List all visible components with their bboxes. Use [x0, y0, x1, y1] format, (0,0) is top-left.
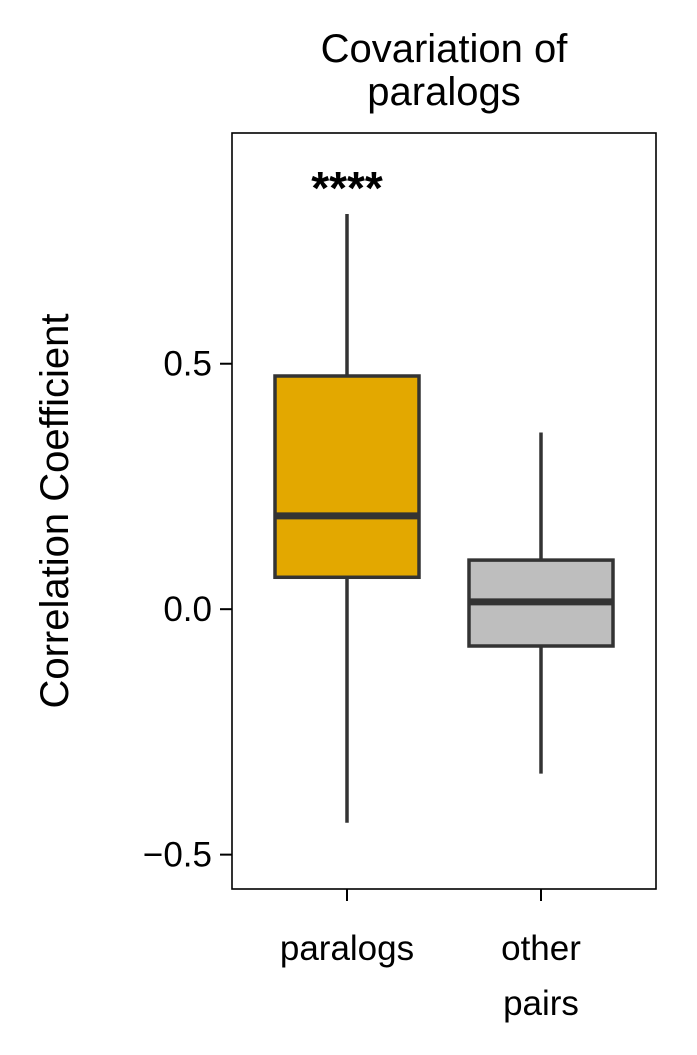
chart-title-line: paralogs — [367, 70, 520, 114]
x-category-label: other — [501, 929, 581, 968]
x-category-label: paralogs — [280, 929, 414, 968]
x-axis: paralogs other pairs — [280, 889, 581, 1023]
y-axis-label-text: Correlation Coefficient — [33, 313, 77, 708]
chart-title-line: Covariation of — [321, 27, 569, 71]
y-tick-label: 0.5 — [163, 345, 212, 384]
significance-marker: **** — [311, 162, 383, 214]
y-axis: −0.5 0.0 0.5 — [143, 345, 232, 875]
box-series — [273, 214, 615, 823]
x-category-label: pairs — [503, 984, 579, 1023]
box-iqr — [273, 374, 421, 580]
y-axis-label: Correlation Coefficient — [33, 313, 77, 708]
box-1 — [273, 214, 421, 823]
y-tick-label: −0.5 — [143, 836, 212, 875]
box-2 — [467, 432, 615, 774]
plot-area-frame — [231, 132, 657, 890]
y-tick-label: 0.0 — [163, 590, 212, 629]
significance-annotations: **** — [311, 162, 383, 214]
